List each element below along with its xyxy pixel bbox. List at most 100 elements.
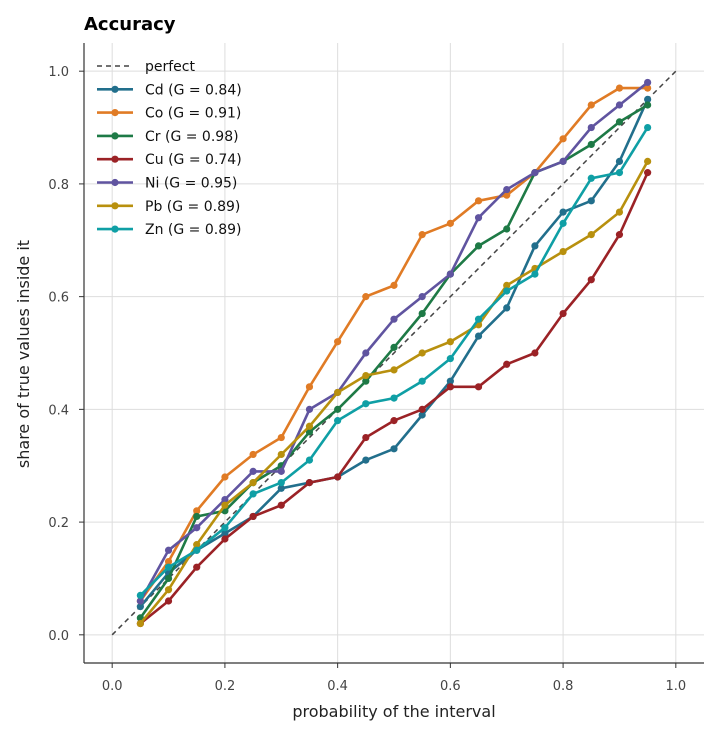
data-point — [474, 315, 483, 323]
data-point — [362, 377, 370, 385]
data-point — [334, 338, 342, 346]
data-point — [390, 445, 398, 453]
data-point — [418, 349, 426, 357]
data-point — [644, 157, 652, 165]
data-point — [418, 405, 426, 413]
data-point — [503, 287, 511, 295]
data-point — [446, 377, 454, 385]
data-point — [615, 231, 624, 239]
data-point — [644, 101, 652, 109]
data-point — [362, 349, 370, 357]
legend-label: perfect — [145, 59, 195, 75]
y-tick-label: 0.6 — [48, 291, 69, 306]
data-point — [615, 157, 624, 165]
data-point — [334, 388, 342, 397]
x-tick-label: 1.0 — [665, 679, 686, 694]
data-point — [277, 479, 285, 487]
data-point — [334, 405, 342, 413]
data-point — [531, 270, 539, 278]
legend-marker — [111, 132, 119, 140]
data-point — [615, 208, 624, 216]
data-point — [446, 219, 454, 227]
perfect-reference-line — [111, 70, 677, 636]
data-point — [334, 417, 342, 425]
data-point — [474, 242, 483, 250]
data-point — [362, 371, 370, 380]
tick-labels: 0.0 0.2 0.4 0.6 0.8 1.0 0.0 0.2 0.4 0.6 0.8 1.0 — [48, 65, 686, 694]
x-tick-label: 0.4 — [327, 679, 348, 694]
data-point — [390, 315, 398, 323]
data-point — [559, 219, 567, 227]
data-point — [503, 304, 511, 312]
legend-marker — [111, 202, 119, 210]
data-point — [305, 422, 314, 430]
series-4 — [136, 169, 652, 628]
grid-lines — [84, 43, 704, 663]
data-point — [615, 118, 624, 126]
data-point — [221, 473, 229, 481]
data-point — [305, 428, 314, 436]
data-point — [587, 197, 595, 205]
data-point — [277, 433, 285, 442]
data-point — [390, 281, 398, 289]
data-point — [559, 157, 567, 165]
data-point — [277, 467, 285, 475]
data-point — [418, 309, 426, 318]
data-point — [474, 197, 483, 205]
data-point — [559, 309, 567, 318]
data-point — [249, 512, 257, 521]
data-point — [305, 479, 314, 487]
legend-item: Co (G = 0.91) — [97, 106, 241, 122]
data-point — [362, 293, 370, 301]
legend-marker — [111, 225, 119, 233]
data-point — [503, 225, 511, 233]
data-point — [193, 541, 201, 549]
data-point — [221, 495, 229, 504]
data-point — [277, 484, 285, 492]
reference-layer — [111, 70, 677, 636]
y-tick-label: 0.4 — [48, 403, 69, 418]
data-point — [474, 214, 483, 222]
legend-marker — [111, 85, 119, 93]
data-point — [587, 123, 595, 132]
data-point — [615, 169, 624, 177]
series-6 — [136, 157, 652, 628]
data-point — [249, 479, 257, 487]
x-tick-label: 0.2 — [215, 679, 236, 694]
series-5 — [136, 78, 652, 605]
data-point — [164, 597, 173, 605]
data-point — [390, 343, 398, 351]
legend-label: Zn (G = 0.89) — [145, 222, 242, 238]
data-point — [164, 563, 173, 571]
legend-label: Pb (G = 0.89) — [145, 199, 240, 215]
legend: perfect Cd (G = 0.84) Co (G = 0.91) Cr (G =… — [97, 59, 242, 238]
legend-label: Cr (G = 0.98) — [145, 129, 239, 145]
data-point — [644, 84, 652, 92]
data-point — [136, 603, 144, 611]
data-point — [249, 490, 257, 498]
data-point — [164, 557, 173, 566]
series-7 — [136, 123, 652, 599]
data-point — [587, 174, 595, 182]
legend-marker — [111, 109, 119, 117]
data-point — [193, 507, 201, 515]
data-point — [221, 529, 229, 537]
data-point — [559, 208, 567, 216]
data-point — [587, 276, 595, 284]
legend-label: Co (G = 0.91) — [145, 106, 241, 122]
data-point — [418, 293, 426, 301]
data-point — [277, 501, 285, 509]
data-point — [503, 281, 511, 289]
data-point — [503, 185, 511, 194]
data-point — [446, 338, 454, 346]
data-point — [474, 383, 483, 391]
data-point — [193, 512, 201, 521]
data-point — [615, 84, 624, 92]
data-point — [193, 563, 201, 571]
data-point — [221, 501, 229, 509]
legend-item: Zn (G = 0.89) — [97, 222, 242, 238]
data-point — [249, 467, 257, 475]
legend-marker — [111, 178, 119, 187]
data-point — [136, 619, 144, 628]
